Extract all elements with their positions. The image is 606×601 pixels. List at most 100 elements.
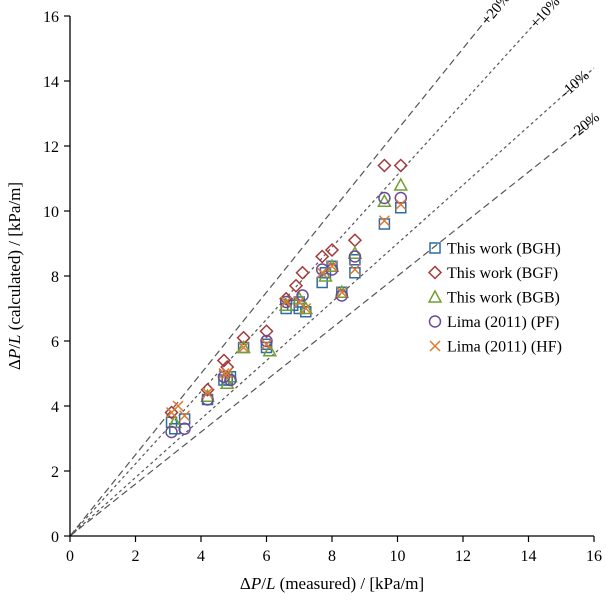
data-point (324, 242, 340, 258)
legend-label: Lima (2011) (HF) (447, 339, 562, 356)
x-tick-label: 4 (197, 548, 205, 565)
legend-item: This work (BGF) (427, 265, 558, 282)
legend-marker (428, 315, 442, 328)
data-point (378, 218, 391, 230)
data-point (319, 267, 332, 279)
data-point (325, 263, 339, 276)
series-circle (165, 191, 408, 439)
y-tick-label: 14 (43, 74, 59, 91)
data-point (349, 267, 361, 279)
data-point (295, 265, 310, 280)
data-point (316, 267, 328, 279)
reference-lines (69, 15, 595, 537)
data-point (300, 302, 312, 315)
data-point (335, 289, 349, 302)
data-point (378, 215, 390, 227)
data-point (280, 296, 292, 308)
x-tick-label: 8 (328, 548, 336, 565)
x-tick-label: 10 (390, 548, 406, 565)
data-point (260, 338, 273, 350)
y-tick-label: 10 (43, 204, 59, 221)
data-point (279, 295, 293, 309)
data-point (221, 367, 233, 380)
data-point (326, 260, 338, 272)
legend-label: This work (BGB) (447, 290, 560, 307)
x-axis-title: ΔP/L (measured) / [kPa/m] (240, 574, 424, 593)
data-point (349, 263, 361, 276)
reference-label-3: -20% (567, 109, 602, 142)
legend-marker (427, 289, 443, 303)
y-axis-title: ΔP/L (calculated) / [kPa/m] (5, 182, 24, 370)
legend-item: This work (BGH) (429, 241, 561, 258)
data-point (259, 324, 274, 339)
data-point (347, 233, 362, 248)
y-tick-label: 12 (43, 139, 59, 156)
data-point (164, 405, 179, 420)
data-points (164, 158, 409, 439)
legend-label: This work (BGF) (447, 265, 558, 282)
data-point (378, 191, 391, 205)
y-tick-label: 4 (51, 399, 59, 416)
data-point (169, 423, 181, 435)
data-point (178, 422, 191, 435)
data-point (165, 425, 178, 439)
x-tick-label: 12 (455, 548, 471, 565)
reference-labels: +20% +10% -10% -20% (479, 0, 603, 142)
y-tick-label: 0 (51, 529, 59, 546)
data-point (224, 373, 237, 387)
y-tick-label: 2 (51, 464, 59, 481)
data-point (200, 382, 215, 397)
legend-marker (429, 242, 441, 254)
data-point (315, 249, 330, 264)
reference-line-0 (69, 15, 490, 537)
data-point (202, 387, 214, 399)
series-x (165, 198, 407, 422)
data-point (216, 353, 231, 368)
data-point (316, 276, 328, 289)
legend-item: This work (BGB) (427, 289, 560, 307)
x-tick-label: 6 (263, 548, 271, 565)
x-tick-label: 0 (66, 548, 74, 565)
x-tick-label: 14 (521, 548, 537, 565)
reference-line-3 (69, 119, 595, 537)
reference-label-0: +20% (479, 0, 514, 29)
data-point (236, 330, 251, 345)
data-point (296, 289, 309, 302)
data-point (336, 286, 348, 298)
reference-label-1: +10% (527, 0, 563, 32)
data-point (393, 177, 409, 191)
data-point (238, 341, 250, 354)
legend: This work (BGH) This work (BGF) This work … (427, 241, 562, 356)
data-point (395, 198, 407, 211)
legend-label: This work (BGH) (447, 241, 561, 258)
data-point (348, 250, 362, 263)
data-point (262, 343, 278, 357)
legend-label: Lima (2011) (PF) (447, 314, 559, 331)
series-diamond (164, 158, 408, 420)
legend-item: Lima (2011) (HF) (429, 339, 562, 356)
data-point (377, 158, 392, 173)
data-point (179, 410, 191, 422)
data-point (393, 158, 408, 173)
data-point (394, 191, 408, 205)
data-point (236, 339, 251, 354)
legend-marker (427, 265, 443, 280)
y-tick-label: 6 (51, 334, 59, 351)
tick-labels: 0 2 4 6 8 10 12 14 16 0 2 4 6 8 10 12 14 16 (43, 9, 602, 565)
data-point (298, 300, 314, 315)
x-tick-label: 2 (132, 548, 140, 565)
y-tick-label: 8 (51, 269, 59, 286)
data-point (260, 334, 273, 348)
y-tick-label: 16 (43, 9, 59, 26)
data-point (218, 367, 230, 380)
data-point (288, 278, 304, 293)
legend-item: Lima (2011) (PF) (428, 314, 559, 331)
plot-area: +20% +10% -10% -20% 0 2 4 6 8 10 12 14 16 0 2 4 6 8 10 12 1… (43, 0, 603, 565)
x-tick-label: 16 (586, 548, 602, 565)
data-point (315, 263, 329, 276)
data-point (279, 291, 294, 306)
data-point (172, 400, 184, 412)
reference-label-2: -10% (558, 68, 593, 102)
data-point (377, 193, 392, 207)
